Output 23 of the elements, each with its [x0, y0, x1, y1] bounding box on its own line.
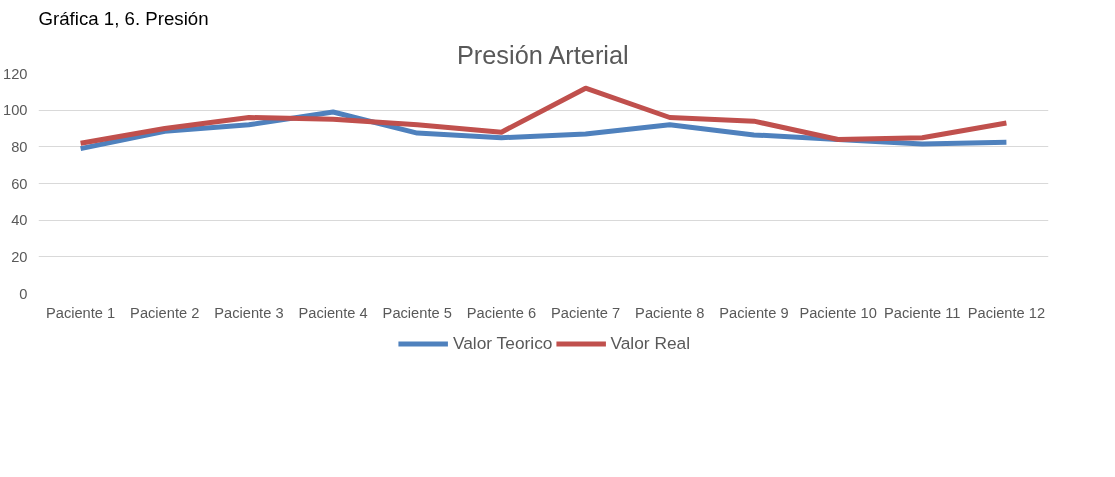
text: Gráfica 1, 6. Presión	[38, 7, 209, 29]
y-tick-label: 40	[11, 212, 28, 229]
x-tick-label: Paciente 12	[967, 304, 1046, 321]
legend-label: Valor Real	[610, 332, 691, 354]
x-tick-label: Paciente 8	[635, 304, 705, 321]
x-tick-label: Paciente 10	[799, 304, 877, 321]
x-tick-label: Paciente 5	[382, 304, 452, 321]
x-tick-label: Paciente 9	[719, 304, 789, 321]
x-tick-label: Paciente 11	[884, 304, 961, 321]
x-tick-label: Paciente 6	[466, 304, 537, 321]
x-tick-label: Paciente 2	[130, 304, 200, 321]
x-tick-label: Paciente 4	[298, 304, 368, 321]
y-tick-label: 20	[11, 248, 28, 265]
chart-title: Presión Arterial	[456, 40, 629, 69]
x-tick-label: Paciente 7	[550, 304, 621, 321]
y-tick-label: 0	[19, 285, 28, 302]
x-tick-label: Paciente 1	[45, 304, 116, 321]
x-tick-label: Paciente 3	[214, 304, 284, 321]
y-tick-label: 80	[11, 138, 28, 155]
legend-label: Valor Teorico	[452, 332, 553, 354]
y-tick-label: 100	[3, 102, 28, 119]
y-tick-label: 60	[11, 175, 28, 192]
y-tick-label: 120	[3, 65, 28, 82]
